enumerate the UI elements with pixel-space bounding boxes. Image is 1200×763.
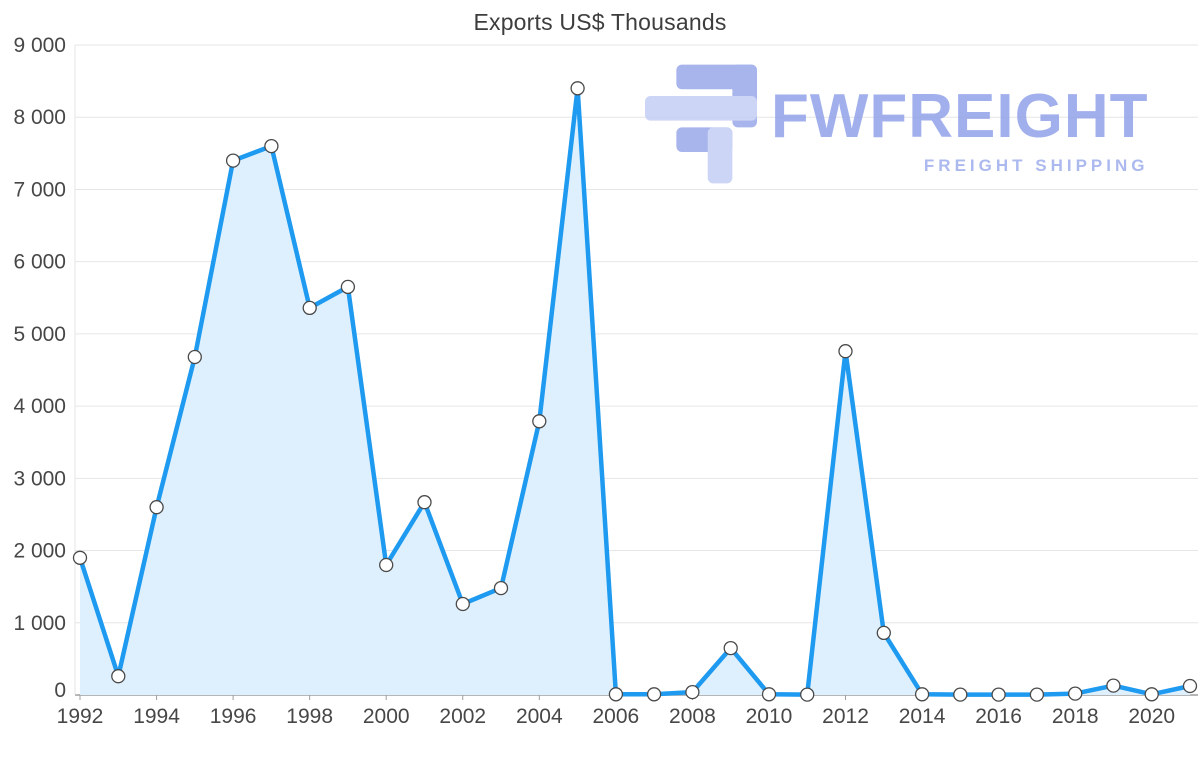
svg-text:2012: 2012 <box>822 705 869 728</box>
svg-text:2010: 2010 <box>746 705 793 728</box>
svg-text:1992: 1992 <box>57 705 104 728</box>
svg-text:2002: 2002 <box>439 705 486 728</box>
svg-text:2008: 2008 <box>669 705 716 728</box>
chart-title: Exports US$ Thousands <box>473 9 727 35</box>
svg-text:1998: 1998 <box>286 705 333 728</box>
svg-text:0: 0 <box>54 679 66 702</box>
svg-text:2020: 2020 <box>1128 705 1175 728</box>
svg-text:2000: 2000 <box>363 705 410 728</box>
svg-text:2006: 2006 <box>593 705 640 728</box>
svg-text:6 000: 6 000 <box>13 251 66 274</box>
svg-text:2 000: 2 000 <box>13 540 66 563</box>
svg-text:7 000: 7 000 <box>13 178 66 201</box>
svg-text:2014: 2014 <box>899 705 946 728</box>
svg-text:8 000: 8 000 <box>13 106 66 129</box>
svg-text:4 000: 4 000 <box>13 395 66 418</box>
svg-text:5 000: 5 000 <box>13 323 66 346</box>
svg-text:2004: 2004 <box>516 705 563 728</box>
svg-text:2018: 2018 <box>1052 705 1099 728</box>
svg-text:1994: 1994 <box>133 705 180 728</box>
svg-text:1 000: 1 000 <box>13 612 66 635</box>
svg-text:2016: 2016 <box>975 705 1022 728</box>
svg-text:9 000: 9 000 <box>13 34 66 57</box>
svg-text:1996: 1996 <box>210 705 257 728</box>
svg-text:3 000: 3 000 <box>13 467 66 490</box>
